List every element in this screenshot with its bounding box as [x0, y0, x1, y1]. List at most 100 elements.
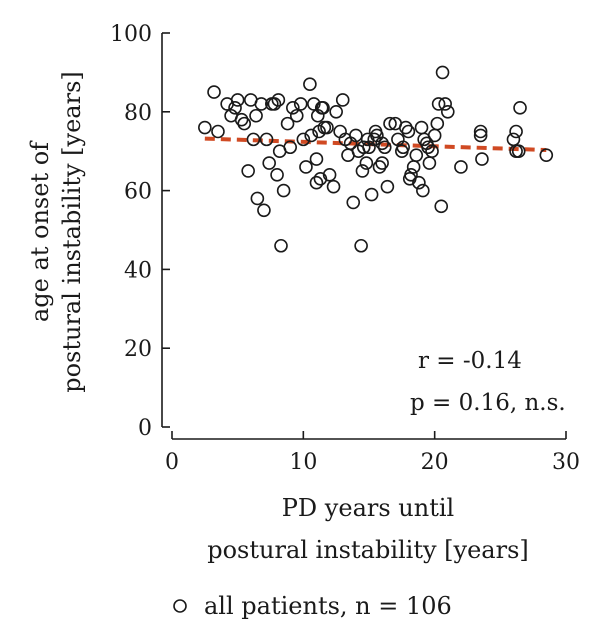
data-point: [246, 132, 261, 147]
data-point: [416, 183, 430, 198]
data-point: [422, 156, 437, 170]
data-point: [262, 156, 276, 170]
trend-line-group: [204, 136, 547, 153]
data-point: [329, 105, 343, 119]
data-point: [309, 175, 324, 190]
x-tick-label: 30: [552, 450, 580, 475]
data-point: [335, 93, 350, 107]
y-tick-label: 100: [110, 22, 152, 47]
data-point: [259, 132, 274, 147]
data-point: [198, 120, 212, 135]
data-point: [367, 132, 382, 147]
data-point: [304, 128, 319, 143]
data-point: [271, 93, 286, 107]
data-point: [473, 128, 488, 143]
data-point: [270, 168, 284, 182]
data-point: [307, 97, 321, 111]
data-point: [511, 144, 526, 158]
data-point: [380, 179, 395, 194]
data-point: [230, 93, 245, 107]
data-point: [320, 120, 334, 135]
data-point: [356, 140, 371, 155]
data-point: [513, 101, 527, 115]
legend-marker-icon: [173, 599, 187, 613]
data-point: [506, 132, 521, 147]
data-point: [241, 164, 255, 178]
data-point: [234, 112, 249, 127]
annotation-pvalue: p = 0.16, n.s.: [410, 390, 566, 416]
data-point: [473, 124, 488, 139]
data-point: [435, 65, 450, 80]
data-point: [309, 152, 324, 166]
data-point: [254, 97, 269, 111]
data-point: [440, 105, 455, 119]
data-point: [404, 168, 418, 182]
data-point: [409, 148, 424, 162]
data-point: [375, 156, 389, 170]
data-point: [421, 140, 435, 155]
data-point: [359, 156, 374, 170]
data-point: [289, 108, 304, 123]
x-tick-label: 20: [421, 450, 449, 475]
data-point: [398, 120, 413, 135]
data-point: [406, 160, 421, 174]
data-points: [198, 65, 554, 253]
trend-line: [204, 136, 547, 153]
data-point: [396, 140, 410, 155]
data-point: [372, 160, 387, 174]
data-point: [509, 124, 523, 139]
data-point: [322, 168, 337, 182]
data-point: [237, 116, 252, 131]
data-point: [383, 116, 397, 131]
data-point: [283, 140, 298, 155]
data-point: [250, 191, 265, 206]
y-tick-label: 80: [124, 101, 152, 126]
data-point: [425, 144, 439, 158]
data-point: [280, 116, 295, 131]
annotation-correlation: r = -0.14: [418, 348, 522, 374]
data-point: [375, 136, 389, 151]
data-point: [539, 148, 554, 162]
data-point: [211, 124, 225, 139]
y-axis-label-line1: age at onset of: [26, 140, 54, 322]
data-point: [286, 101, 300, 115]
data-point: [454, 160, 468, 174]
y-tick-label: 0: [138, 416, 152, 441]
data-point: [257, 203, 271, 218]
data-point: [274, 238, 288, 253]
ticks: 0 20 40 60 80 100 0 10 20 30: [110, 22, 580, 475]
x-axis-label-line1: PD years until: [282, 494, 454, 522]
data-point: [355, 164, 370, 178]
x-tick-label: 0: [165, 450, 179, 475]
data-point: [509, 144, 523, 158]
data-point: [412, 175, 426, 190]
axes: [161, 33, 566, 440]
data-point: [293, 97, 308, 111]
data-point: [360, 132, 375, 147]
data-point: [354, 238, 368, 253]
data-point: [207, 85, 221, 99]
y-tick-label: 20: [124, 337, 152, 362]
x-tick-label: 10: [289, 450, 317, 475]
data-point: [431, 97, 446, 111]
data-point: [313, 171, 328, 186]
y-axis-label-line2: postural instability [years]: [58, 71, 86, 393]
data-point: [401, 124, 416, 139]
data-point: [228, 101, 242, 115]
data-point: [249, 108, 263, 123]
data-point: [299, 160, 313, 174]
data-point: [430, 116, 445, 131]
data-point: [377, 140, 392, 155]
legend: all patients, n = 106: [173, 592, 452, 620]
y-tick-label: 60: [124, 180, 152, 205]
legend-label: all patients, n = 106: [204, 592, 452, 620]
data-point: [267, 97, 282, 111]
data-point: [326, 179, 341, 194]
data-point: [475, 152, 489, 166]
data-point: [316, 101, 330, 115]
data-point: [276, 183, 291, 198]
data-point: [414, 120, 429, 135]
data-point: [349, 128, 363, 143]
y-tick-label: 40: [124, 258, 152, 283]
